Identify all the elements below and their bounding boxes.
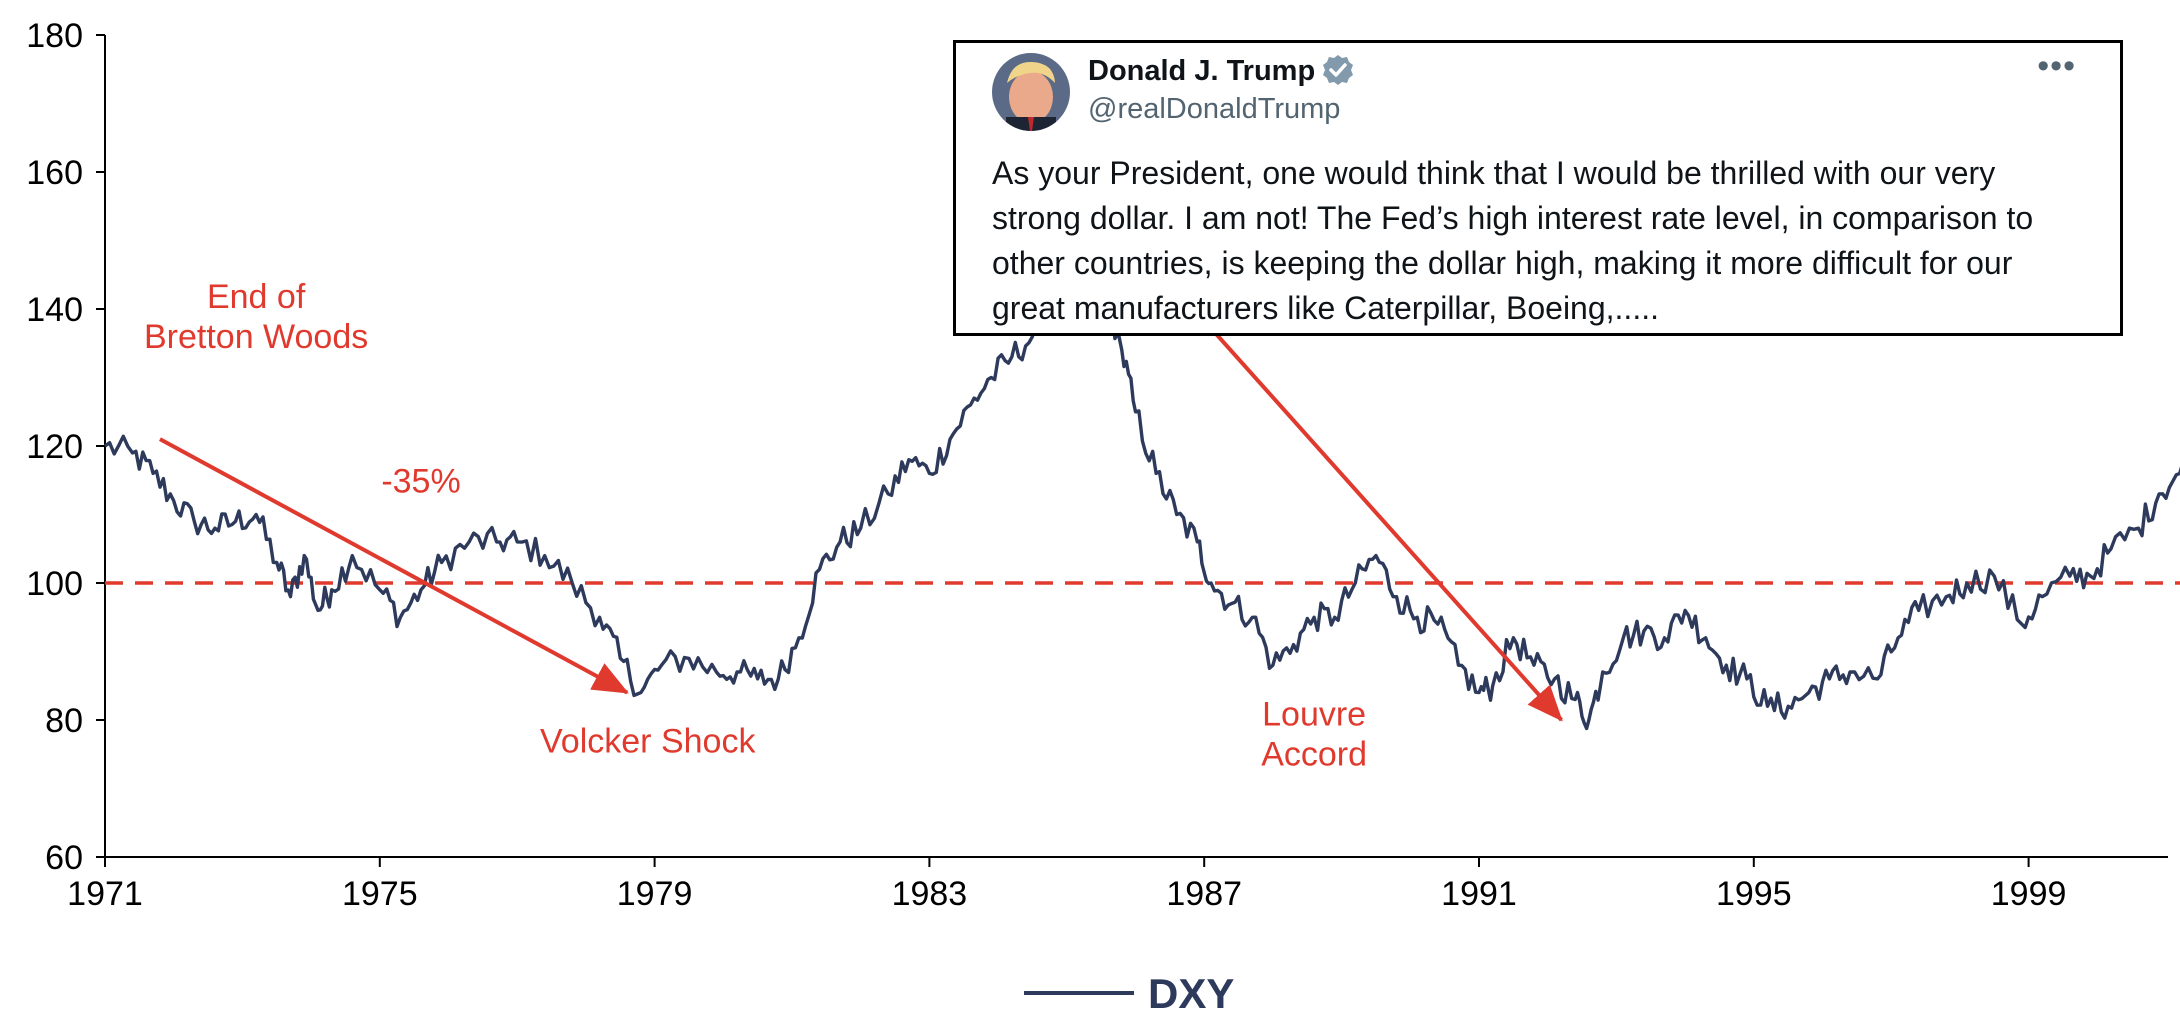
legend: DXY (1024, 970, 1234, 1017)
x-tick-label: 1983 (892, 875, 968, 913)
annotation-label: Louvre (1262, 696, 1366, 734)
y-tick-label: 120 (26, 428, 83, 466)
tweet-text-line: As your President, one would think that … (992, 155, 1996, 191)
x-tick-label: 1995 (1716, 875, 1792, 913)
annotation-label: Volcker Shock (540, 723, 756, 761)
y-tick-label: 160 (26, 154, 83, 192)
y-tick-label: 140 (26, 291, 83, 329)
tweet-author-name: Donald J. Trump (1088, 55, 1316, 87)
series-line-dxy (104, 149, 2180, 731)
annotation-label: Bretton Woods (144, 318, 368, 356)
verified-badge-icon (1321, 53, 1355, 87)
tweet-text: As your President, one would think that … (992, 151, 2102, 331)
x-tick-label: 1999 (1991, 875, 2067, 913)
x-tick-label: 1991 (1441, 875, 1517, 913)
annotation-label: Accord (1261, 736, 1367, 774)
x-tick-label: 1987 (1166, 875, 1242, 913)
x-tick-label: 1975 (342, 875, 418, 913)
y-tick-label: 80 (45, 702, 83, 740)
tweet-text-line: great manufacturers like Caterpillar, Bo… (992, 290, 1659, 326)
axes: 60 80 100 120 140 160 180 1971 1975 1979 1983 1987 1… (26, 17, 2168, 913)
embedded-tweet: Donald J. Trump @realDonaldTrump ••• As … (953, 40, 2123, 336)
more-options-icon[interactable]: ••• (2037, 47, 2076, 85)
tweet-text-line: strong dollar. I am not! The Fed’s high … (992, 200, 2034, 236)
y-tick-label: 60 (45, 839, 83, 877)
avatar (992, 53, 1070, 131)
y-tick-label: 100 (26, 565, 83, 603)
tweet-text-line: other countries, is keeping the dollar h… (992, 245, 2013, 281)
tweet-author-handle: @realDonaldTrump (1088, 93, 1341, 125)
annotation-label: End of (207, 278, 306, 316)
annotation-label: -35% (381, 462, 460, 500)
arrow (159, 437, 629, 695)
x-tick-label: 1971 (67, 875, 143, 913)
series-dxy (104, 149, 2180, 731)
legend-label: DXY (1148, 970, 1234, 1017)
y-tick-label: 180 (26, 17, 83, 55)
x-tick-label: 1979 (617, 875, 693, 913)
